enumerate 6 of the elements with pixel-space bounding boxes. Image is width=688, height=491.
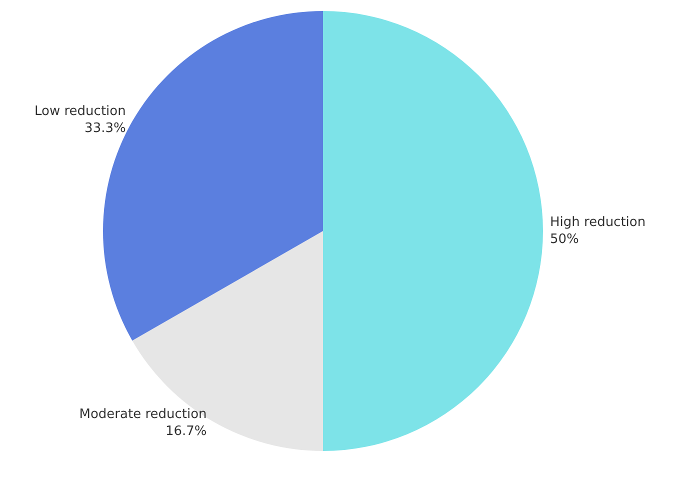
data-label: 50%: [550, 232, 579, 247]
data-label: 16.7%: [165, 424, 207, 440]
slice-label: Low reduction: [34, 104, 126, 119]
slice-label: High reduction: [550, 215, 646, 230]
data-label: 33.3%: [84, 120, 126, 136]
slice-label: Moderate reduction: [79, 407, 207, 422]
